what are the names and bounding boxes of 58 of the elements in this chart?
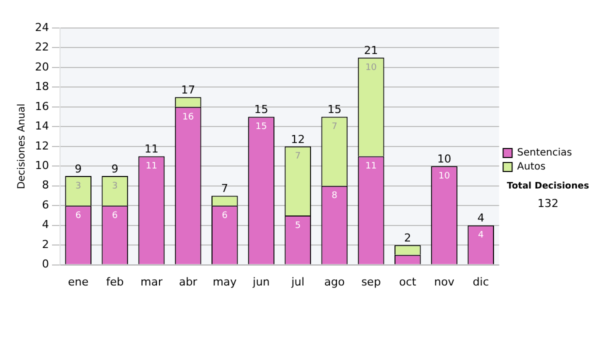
data-label: 6 — [75, 210, 82, 221]
data-label: 10 — [438, 171, 450, 182]
total-label: 15 — [254, 103, 268, 116]
y-tick-label: 4 — [42, 218, 49, 232]
y-tick-label: 22 — [34, 40, 49, 54]
data-label: 11 — [146, 162, 158, 172]
x-tick-label: feb — [106, 275, 124, 288]
x-tick-label: jul — [290, 275, 304, 288]
data-label: 7 — [294, 152, 301, 162]
data-label: 6 — [222, 210, 228, 221]
x-tick-label: mar — [140, 275, 163, 288]
y-tick-label: 8 — [42, 178, 49, 192]
y-tick-label: 24 — [34, 20, 49, 34]
data-label: 5 — [294, 220, 301, 231]
y-tick-label: 14 — [34, 120, 49, 133]
x-tick-label: sep — [361, 275, 381, 288]
data-label: 7 — [332, 122, 338, 132]
y-tick-label: 18 — [34, 80, 49, 94]
total-label: 15 — [327, 103, 342, 116]
total-label: 12 — [290, 132, 305, 146]
total-label: 17 — [181, 83, 196, 96]
data-label: 10 — [365, 62, 378, 73]
total-label: 21 — [364, 44, 378, 57]
x-tick-label: may — [212, 275, 238, 288]
data-label: 4 — [478, 230, 484, 241]
data-label: 15 — [256, 122, 267, 132]
text: Total Decisiones — [506, 181, 590, 192]
y-tick-label: 20 — [34, 60, 49, 74]
y-tick-label: 6 — [42, 198, 49, 212]
x-tick-label: jun — [252, 275, 270, 288]
x-tick-label: ago — [324, 275, 345, 288]
y-tick-label: 12 — [34, 139, 49, 152]
y-tick-label: 2 — [42, 238, 49, 251]
data-label: 8 — [332, 191, 338, 202]
data-label: 11 — [365, 162, 377, 172]
data-label: 16 — [182, 112, 194, 122]
data-label: 6 — [112, 210, 118, 221]
y-tick-label: 0 — [42, 258, 49, 271]
total-label: 11 — [144, 142, 158, 156]
total-label: 4 — [477, 212, 484, 225]
text: 132 — [538, 196, 558, 210]
x-tick-label: oct — [399, 275, 417, 288]
legend-label: Sentencias — [517, 148, 572, 159]
data-label: 3 — [112, 181, 118, 192]
data-label: 3 — [75, 181, 82, 192]
legend-label: Autos — [517, 162, 546, 173]
total-label: 2 — [404, 231, 412, 244]
total-label: 9 — [74, 162, 82, 176]
y-axis-title: Decisiones Anual — [16, 104, 28, 190]
x-tick-label: ene — [68, 275, 89, 288]
x-tick-label: abr — [178, 275, 198, 288]
y-tick-label: 16 — [34, 100, 49, 113]
x-tick-label: nov — [434, 275, 455, 288]
x-tick-label: dic — [472, 275, 489, 288]
total-label: 9 — [111, 162, 118, 176]
y-tick-label: 10 — [34, 158, 49, 172]
total-label: 10 — [437, 152, 452, 166]
total-label: 7 — [221, 182, 228, 196]
